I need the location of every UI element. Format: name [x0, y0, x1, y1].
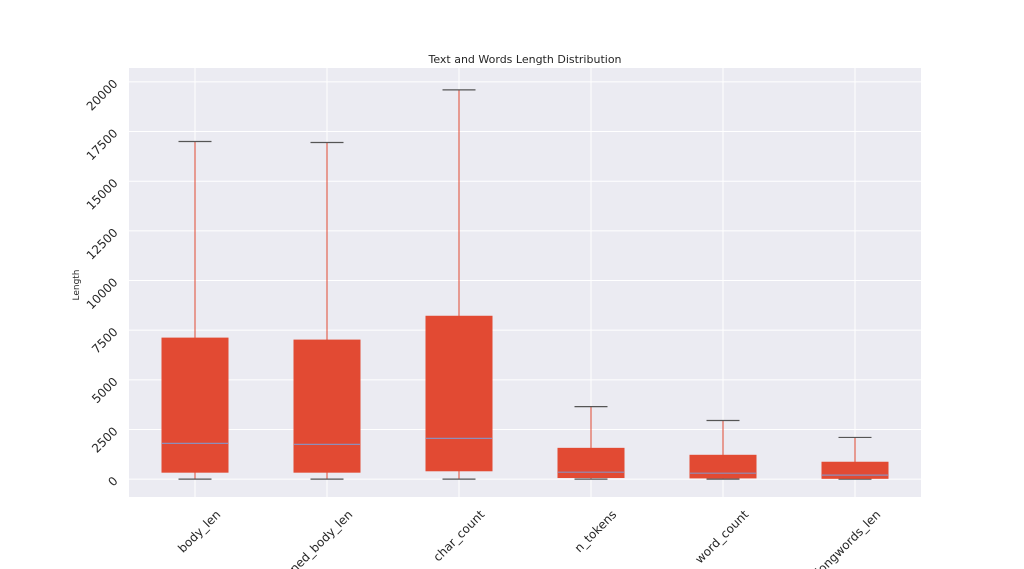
x-tick-labels: body_len cleaned_body_len char_count n_toke…: [175, 507, 883, 569]
box-body_len: [161, 140, 229, 480]
x-tick-label: cleaned_body_len: [270, 507, 356, 569]
box-word_count: [689, 419, 757, 480]
box-iqr: [425, 315, 493, 472]
plot-area: [129, 68, 921, 497]
box-iqr: [557, 447, 625, 479]
y-tick-label: 12500: [84, 226, 121, 263]
y-tick-label: 7500: [89, 325, 120, 356]
box-layer: [161, 89, 889, 480]
y-tick-labels: 0 2500 5000 7500 10000 12500 15000 17500 20000: [84, 77, 121, 490]
box-longwords_len: [821, 436, 889, 480]
box-cleaned_body_len: [293, 141, 361, 480]
x-tick-label: longwords_len: [813, 507, 884, 569]
chart-title: Text and Words Length Distribution: [427, 53, 621, 66]
box-char_count: [425, 89, 493, 480]
box-iqr: [689, 454, 757, 479]
y-tick-label: 0: [105, 474, 120, 489]
y-tick-label: 15000: [84, 176, 121, 213]
y-tick-label: 20000: [84, 77, 121, 114]
y-axis-label: Length: [72, 269, 82, 300]
y-tick-label: 10000: [84, 275, 121, 312]
box-iqr: [293, 339, 361, 473]
box-iqr: [821, 461, 889, 479]
x-tick-label: n_tokens: [572, 507, 620, 555]
box-iqr: [161, 337, 229, 473]
box-n_tokens: [557, 406, 625, 480]
y-tick-label: 5000: [89, 375, 120, 406]
x-tick-label: word_count: [692, 507, 751, 566]
y-tick-label: 2500: [89, 424, 120, 455]
x-tick-label: body_len: [175, 507, 223, 555]
x-tick-label: char_count: [431, 507, 488, 564]
y-tick-label: 17500: [84, 126, 121, 163]
